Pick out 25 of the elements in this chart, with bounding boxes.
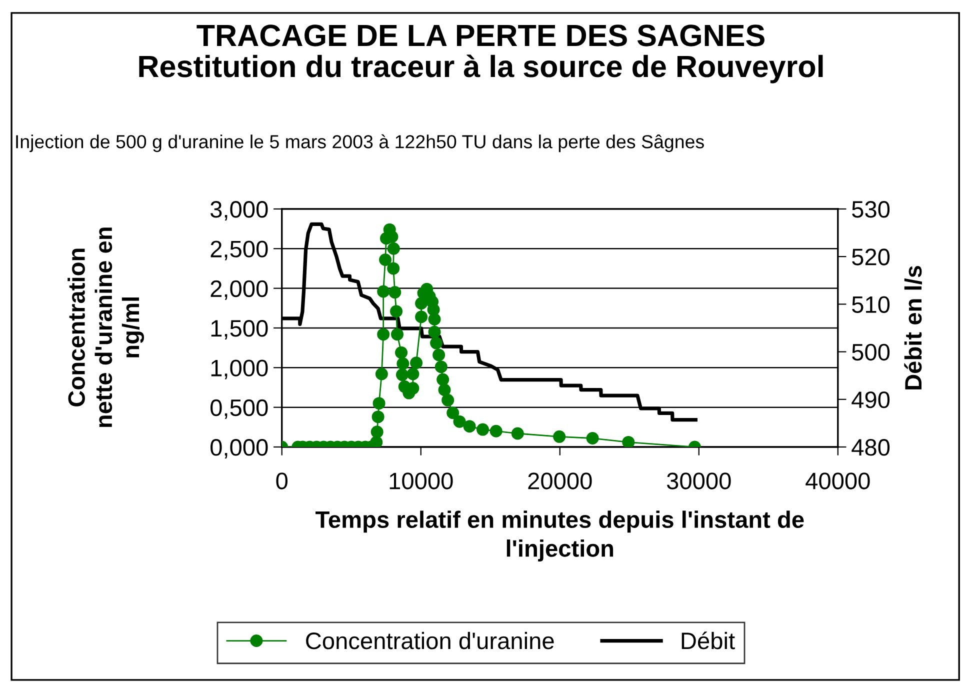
y2-tick-label: 500	[852, 344, 890, 361]
y-tick-label: 2,000	[210, 280, 268, 300]
x-axis-title: Temps relatif en minutes depuis l'instant de l'injection	[316, 510, 804, 562]
x-tick-label: 20000	[528, 472, 592, 490]
y2-tick-label: 530	[852, 201, 890, 218]
y-tick-label: 2,500	[210, 240, 268, 260]
y-tick-label: 0,000	[210, 439, 268, 459]
y-tick-label: 3,000	[210, 201, 268, 221]
x-tick-label: 10000	[390, 472, 453, 490]
y2-tick-label: 510	[852, 296, 890, 313]
y2-tick-label: 520	[852, 248, 890, 266]
y2-tick-label: 480	[852, 439, 890, 456]
y-tick-label: 1,500	[211, 320, 268, 340]
y-axis-title: Concentration nette d'uranine en ng/ml	[68, 228, 144, 427]
y-tick-label: 0,500	[210, 399, 268, 419]
x-tick-label: 40000	[806, 472, 870, 490]
legend-label: Concentration d'uranine	[306, 632, 554, 650]
x-tick-label: 0	[276, 472, 288, 490]
x-tick-label: 30000	[666, 472, 731, 490]
y-tick-label: 1,000	[211, 360, 268, 380]
y2-axis-title: Débit en l/s	[904, 266, 922, 390]
chart-subtitle: Injection de 500 g d'uranine le 5 mars 2003 à 122h50 TU dans la perte des Sâgnes	[16, 134, 704, 152]
y2-tick-label: 490	[852, 391, 890, 408]
chart-title: TRACAGE DE LA PERTE DES SAGNES Restitution du traceur à la source de Rouveyrol	[139, 24, 823, 84]
legend-label: Débit	[682, 632, 735, 650]
